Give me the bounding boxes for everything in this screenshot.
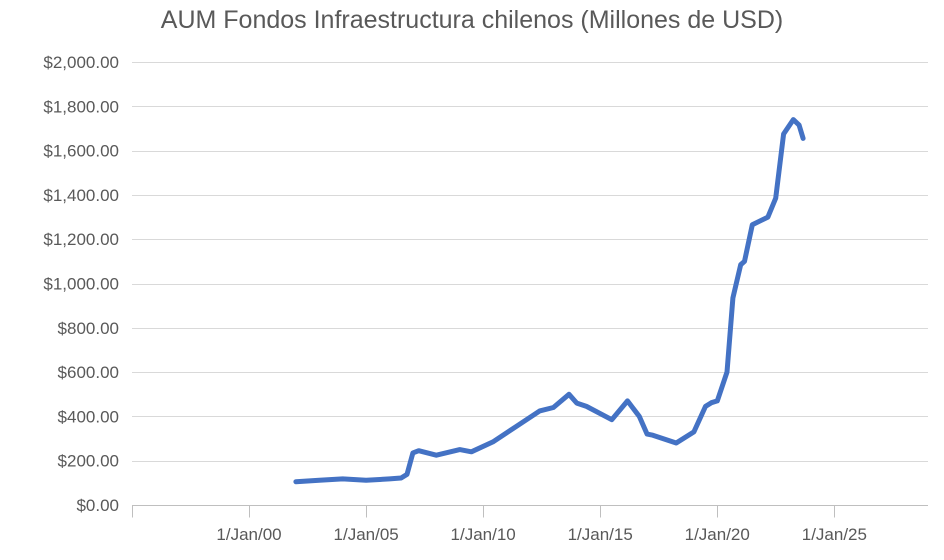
series-layer bbox=[293, 117, 806, 485]
chart-title: AUM Fondos Infraestructura chilenos (Mil… bbox=[161, 6, 783, 34]
gridlines bbox=[132, 62, 928, 462]
y-tick-label: $200.00 bbox=[58, 452, 119, 471]
x-tick-label: 1/Jan/10 bbox=[451, 525, 516, 544]
x-axis bbox=[132, 505, 928, 518]
y-tick-label: $800.00 bbox=[58, 319, 119, 338]
y-tick-label: $0.00 bbox=[76, 496, 119, 515]
y-tick-label: $400.00 bbox=[58, 407, 119, 426]
y-tick-label: $1,600.00 bbox=[43, 142, 119, 161]
x-tick-label: 1/Jan/20 bbox=[685, 525, 750, 544]
y-tick-label: $1,200.00 bbox=[43, 230, 119, 249]
x-axis-tick-labels: 1/Jan/00 1/Jan/05 1/Jan/10 1/Jan/15 1/Jan/20… bbox=[216, 525, 867, 544]
y-tick-label: $2,000.00 bbox=[43, 53, 119, 72]
y-axis-tick-labels: $0.00 $200.00 $400.00 $600.00 $800.00 $1,000.… bbox=[43, 53, 119, 515]
x-tick-label: 1/Jan/05 bbox=[334, 525, 399, 544]
x-tick-label: 1/Jan/25 bbox=[802, 525, 867, 544]
x-tick-label: 1/Jan/00 bbox=[216, 525, 281, 544]
y-tick-label: $1,800.00 bbox=[43, 97, 119, 116]
y-tick-label: $1,400.00 bbox=[43, 186, 119, 205]
y-tick-label: $600.00 bbox=[58, 363, 119, 382]
y-tick-label: $1,000.00 bbox=[43, 275, 119, 294]
series-line bbox=[293, 117, 806, 485]
x-tick-label: 1/Jan/15 bbox=[568, 525, 633, 544]
